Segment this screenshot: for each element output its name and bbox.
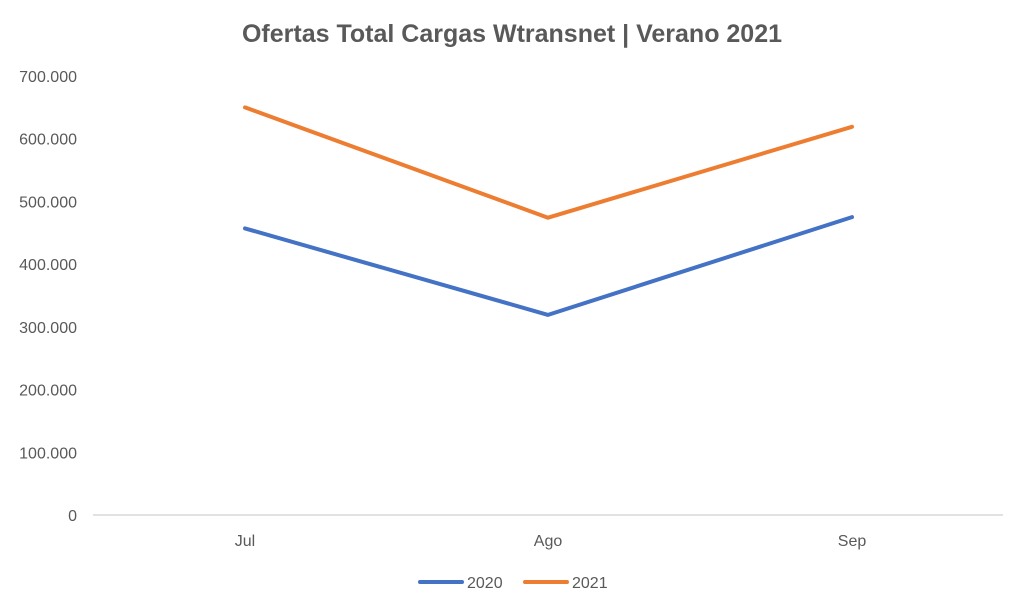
y-tick-label: 500.000 xyxy=(19,194,77,211)
y-tick-label: 300.000 xyxy=(19,320,77,337)
legend-label-2021: 2021 xyxy=(572,575,608,592)
x-tick-label: Sep xyxy=(838,533,867,550)
y-tick-label: 700.000 xyxy=(19,69,77,86)
y-tick-label: 400.000 xyxy=(19,257,77,274)
y-tick-label: 200.000 xyxy=(19,383,77,400)
series-line-2020 xyxy=(243,215,854,317)
legend-label-2020: 2020 xyxy=(467,575,503,592)
y-tick-label: 0 xyxy=(68,508,77,525)
y-tick-label: 100.000 xyxy=(19,445,77,462)
y-tick-label: 600.000 xyxy=(19,132,77,149)
x-axis: Jul Ago Sep xyxy=(235,533,867,550)
legend: 2020 2021 xyxy=(418,575,608,592)
x-tick-label: Jul xyxy=(235,533,255,550)
series-lines xyxy=(243,105,854,317)
x-tick-label: Ago xyxy=(534,533,563,550)
y-axis: 0 100.000 200.000 300.000 400.000 500.000 600.… xyxy=(19,69,77,525)
series-line-2021 xyxy=(243,105,854,220)
chart-title: Ofertas Total Cargas Wtransnet | Verano … xyxy=(242,20,782,48)
